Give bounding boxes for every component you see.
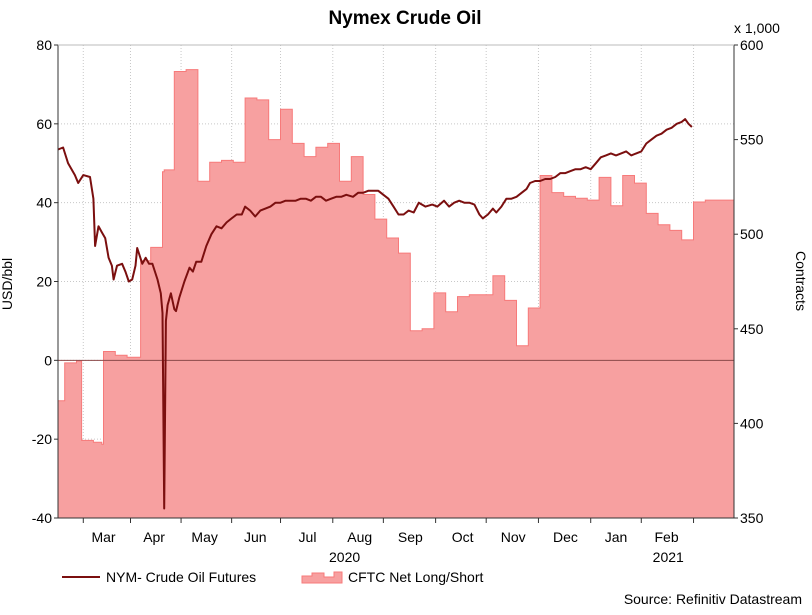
month-tick-label: May (191, 529, 217, 545)
month-tick-label: Apr (143, 529, 165, 545)
right-axis-multiplier: x 1,000 (734, 20, 780, 36)
right-tick-labels: 350 400 450 500 550 600 (82, 37, 764, 526)
right-axis-label: Contracts (793, 251, 809, 311)
crude-line-layer (57, 118, 693, 510)
right-tick-label: 450 (740, 321, 764, 337)
month-tick-label: Nov (501, 529, 526, 545)
right-tick-label: 550 (740, 132, 764, 148)
right-tick-label: 500 (740, 226, 764, 242)
month-tick-label: Mar (91, 529, 115, 545)
cftc-net-area (57, 69, 735, 519)
left-tick-label: 20 (36, 274, 52, 290)
legend: NYM- Crude Oil Futures CFTC Net Long/Sho… (62, 569, 483, 585)
month-tick-label: Jul (299, 529, 317, 545)
legend-area-swatch (301, 571, 343, 584)
crude-oil-line (57, 118, 693, 510)
month-tick-label: Dec (553, 529, 578, 545)
left-tick-label: -40 (32, 510, 52, 526)
month-tick-label: Sep (398, 529, 423, 545)
legend-line-label: NYM- Crude Oil Futures (106, 569, 256, 585)
left-tick-label: 80 (36, 37, 52, 53)
left-tick-label: 60 (36, 116, 52, 132)
month-tick-label: Jun (244, 529, 267, 545)
cftc-area-layer (57, 69, 735, 519)
year-tick-label: 2020 (329, 549, 360, 565)
month-tick-labels: Mar Apr May Jun Jul Aug Sep Oct Nov Dec Jan Feb (91, 529, 678, 545)
year-tick-labels: 2020 2021 (329, 549, 684, 565)
left-tick-label: 0 (44, 352, 52, 368)
chart-title: Nymex Crude Oil (328, 8, 481, 29)
right-tick-label: 350 (740, 510, 764, 526)
month-tick-label: Oct (452, 529, 474, 545)
month-tick-label: Aug (347, 529, 372, 545)
month-tick-label: Jan (605, 529, 628, 545)
year-tick-label: 2021 (653, 549, 684, 565)
left-tick-label: 40 (36, 195, 52, 211)
right-tick-label: 400 (740, 415, 764, 431)
month-tick-label: Feb (655, 529, 679, 545)
left-tick-labels: -40 -20 0 20 40 60 80 (32, 37, 58, 526)
left-tick-label: -20 (32, 431, 52, 447)
right-tick-label: 600 (740, 37, 764, 53)
legend-area-label: CFTC Net Long/Short (348, 569, 483, 585)
left-axis-label: USD/bbl (0, 258, 15, 310)
source-note: Source: Refinitiv Datastream (624, 591, 802, 607)
